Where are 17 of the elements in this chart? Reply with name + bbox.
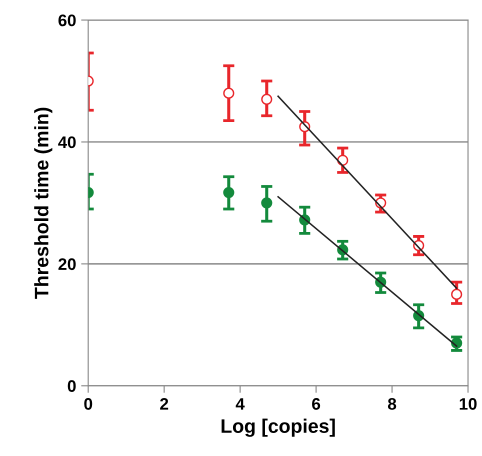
point — [451, 288, 462, 300]
y-tick-label: 60 — [58, 14, 76, 26]
x-tick-label: 0 — [84, 398, 92, 410]
x-tick-label: 4 — [236, 398, 245, 410]
point — [223, 187, 234, 198]
x-axis-title: Log [copies] — [222, 418, 335, 437]
x-tick-label: 8 — [388, 398, 396, 410]
point — [223, 88, 234, 99]
y-tick-label: 0 — [68, 380, 76, 392]
y-axis-title: Threshold time (min) — [34, 108, 52, 299]
y-tick-label: 20 — [58, 258, 76, 270]
x-tick-label: 10 — [460, 398, 477, 410]
point — [261, 94, 272, 105]
x-tick-label: 2 — [160, 398, 168, 410]
y-tick-label: 40 — [58, 136, 76, 148]
point — [261, 197, 272, 208]
x-tick-label: 6 — [312, 398, 320, 410]
